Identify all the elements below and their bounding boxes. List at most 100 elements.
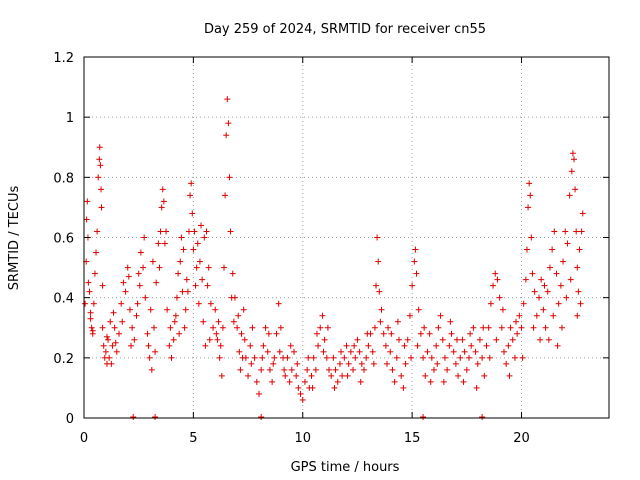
data-point [177, 258, 184, 265]
data-point [369, 348, 376, 355]
data-point [447, 318, 454, 325]
data-point [271, 354, 278, 361]
data-point [412, 246, 419, 253]
data-point [102, 348, 109, 355]
data-point [118, 300, 125, 307]
data-point [98, 204, 105, 211]
data-point [452, 360, 459, 367]
y-tick-label: 0 [66, 412, 74, 427]
data-point [159, 186, 166, 193]
data-point [321, 336, 328, 343]
data-point [97, 162, 104, 169]
data-point [457, 354, 464, 361]
data-point [413, 270, 420, 277]
data-point [82, 300, 89, 307]
data-point [153, 279, 160, 286]
data-point [96, 144, 103, 151]
data-point [323, 354, 330, 361]
data-point [496, 294, 503, 301]
data-point [569, 150, 576, 157]
data-point [450, 348, 457, 355]
data-point [476, 336, 483, 343]
data-point [157, 228, 164, 235]
data-point [214, 336, 221, 343]
data-point [461, 348, 468, 355]
data-point [444, 366, 451, 373]
data-point [529, 270, 536, 277]
data-point [202, 342, 209, 349]
data-point [277, 324, 284, 331]
data-point [466, 354, 472, 361]
data-point [493, 336, 500, 343]
data-point [377, 318, 384, 325]
x-axis-label: GPS time / hours [291, 460, 400, 475]
data-point [513, 318, 520, 325]
data-point [241, 336, 248, 343]
data-point [474, 360, 481, 367]
data-point [553, 270, 560, 277]
data-point [184, 288, 191, 295]
data-point [256, 390, 262, 397]
data-point [350, 366, 357, 373]
data-point [421, 324, 428, 331]
data-point [107, 318, 114, 325]
data-point [105, 336, 112, 343]
data-point [558, 324, 565, 331]
data-point [364, 330, 371, 337]
data-point [265, 330, 272, 337]
data-point [319, 312, 326, 319]
data-point [258, 366, 265, 373]
data-point [357, 378, 364, 385]
data-point [382, 342, 389, 349]
data-point [544, 288, 551, 295]
data-point [536, 294, 542, 301]
data-point [240, 306, 247, 313]
data-point [498, 324, 505, 331]
x-tick-label: 15 [404, 431, 421, 446]
data-point [95, 174, 102, 181]
data-point [163, 228, 170, 235]
data-point [328, 372, 335, 379]
data-point [217, 342, 224, 349]
data-point [344, 372, 351, 379]
data-point [486, 354, 493, 361]
data-point [334, 378, 341, 385]
data-point [507, 324, 514, 331]
data-point [371, 324, 378, 331]
data-point [111, 324, 118, 331]
data-point [136, 282, 143, 289]
data-point [135, 270, 142, 277]
data-point [578, 228, 585, 235]
data-point [191, 228, 198, 235]
data-point [180, 246, 187, 253]
data-point [481, 372, 488, 379]
data-point [94, 228, 101, 235]
data-point [175, 270, 182, 277]
data-point [188, 180, 195, 187]
data-point [269, 378, 276, 385]
data-point [417, 330, 424, 337]
data-point [414, 342, 421, 349]
data-point [158, 204, 165, 211]
data-point [320, 348, 327, 355]
data-point [378, 306, 385, 313]
data-point [152, 348, 159, 355]
data-point [89, 327, 96, 334]
data-point [286, 378, 293, 385]
data-point [213, 330, 220, 337]
data-point [226, 174, 233, 181]
data-point [294, 360, 301, 367]
data-point [119, 318, 126, 325]
data-point [299, 396, 306, 403]
data-point [393, 354, 400, 361]
data-point [520, 300, 527, 307]
data-point [546, 264, 553, 271]
data-point [494, 276, 501, 283]
data-point [460, 378, 467, 385]
data-point [310, 354, 317, 361]
y-tick-label: 1 [66, 111, 74, 126]
data-point [116, 330, 122, 337]
data-point [266, 366, 273, 373]
data-point [560, 258, 567, 265]
data-point [216, 354, 223, 361]
